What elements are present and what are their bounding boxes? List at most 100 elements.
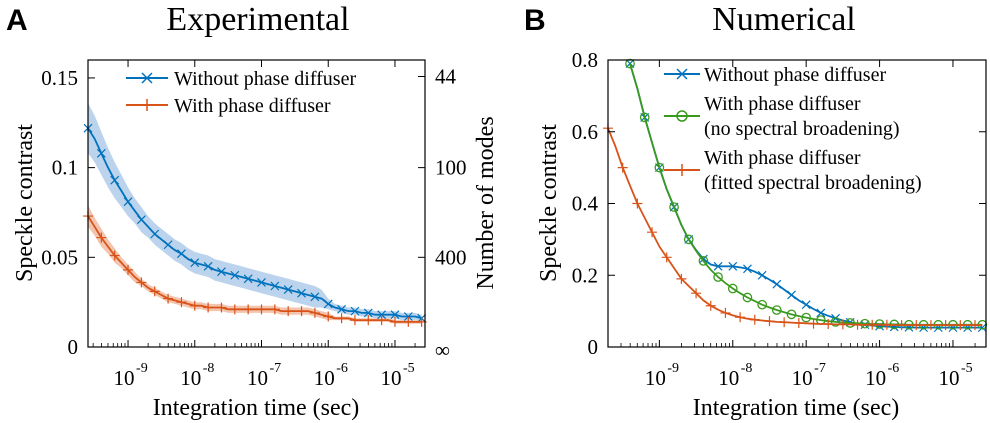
b-y-tick-label-3: 0.6 (572, 120, 598, 144)
panel-label-a: A (6, 4, 28, 37)
b-series-2-point-50 (969, 320, 980, 331)
a-y-tick-label-0: 0 (68, 335, 79, 359)
b-series-0-point-20 (772, 279, 782, 289)
a-series-0-point-34 (310, 292, 320, 302)
a-series-0-point-8 (136, 215, 146, 225)
b-series-2-point-40 (896, 320, 907, 331)
a-series-0-point-20 (217, 267, 226, 277)
b-series-1-point-24 (801, 312, 812, 323)
a-series-1-point-14 (176, 297, 187, 308)
a-series-0-point-46 (390, 310, 400, 320)
b-series-2-point-8 (661, 252, 672, 263)
a-legend-marker-plus (141, 99, 153, 111)
a-series-1-point-36 (323, 311, 334, 322)
a-x-tick-label-1: 10 (180, 366, 201, 390)
b-series-1-point-16 (742, 292, 753, 303)
a-series-0-point-22 (230, 270, 240, 280)
a-band-0 (88, 103, 422, 322)
b-series-0-point-26 (816, 308, 826, 318)
b-series-1-point-10 (698, 256, 709, 266)
b-series-2-point-44 (925, 320, 936, 331)
a-series-1-point-4 (109, 250, 120, 261)
a-series-0-point-24 (243, 274, 253, 284)
b-x-tick-label-0: 10 (645, 366, 666, 390)
b-series-0-point-14 (728, 261, 738, 271)
a-series-1-point-34 (309, 307, 320, 318)
b-series-2-point-30 (823, 319, 834, 330)
b-series-2-point-16 (720, 307, 731, 318)
a-series-0-point-32 (297, 288, 306, 298)
a-y-axis-label: Speckle contrast (12, 124, 38, 282)
b-series-1-point-4 (654, 162, 665, 173)
b-series-1-point-14 (727, 283, 738, 294)
b-series-1-point-32 (860, 318, 870, 329)
a-series-0-point-36 (323, 299, 333, 309)
b-series-2-point-14 (705, 300, 716, 311)
b-series-1-point-2 (639, 112, 650, 123)
b-series-lines (603, 58, 988, 333)
a-series-1-point-8 (136, 277, 147, 288)
b-series-0-point-24 (801, 300, 811, 310)
a-y-tick-label-1: 0.05 (41, 245, 78, 269)
a-series-1-point-48 (403, 316, 414, 327)
b-series-2-point-42 (911, 320, 922, 331)
a-x-axis-label: Integration time (sec) (153, 395, 360, 421)
b-series-1-point-22 (786, 309, 797, 320)
b-series-2-point-22 (764, 316, 775, 327)
b-series-1-point-0 (625, 58, 635, 69)
chart-title-a: Experimental (166, 1, 349, 38)
b-x-tick-exp-4: -5 (961, 361, 973, 376)
a-series-1-point-2 (96, 232, 107, 243)
a-x-tick-label-2: 10 (247, 366, 268, 390)
b-y-tick-label-4: 0.8 (572, 48, 598, 72)
b-series-1-point-18 (757, 299, 767, 310)
panel-a: A Experimental 10 -9 10 -8 10 -7 10 -6 10 -500.05… (6, 1, 499, 421)
b-legend-label-no-broadening-line1: With phase diffuser (704, 93, 861, 115)
b-series-1-point-30 (845, 318, 856, 328)
a-series-1-point-28 (269, 304, 280, 315)
b-x-tick-label-1: 10 (718, 366, 739, 390)
b-x-axis-label: Integration time (sec) (693, 395, 900, 421)
a-series-0-point-10 (150, 229, 160, 239)
b-series-2-point-20 (749, 314, 760, 325)
b-y-tick-label-1: 0.2 (572, 263, 598, 287)
a-series-1-point-44 (376, 315, 387, 326)
a-y2-tick-label-2: 400 (435, 245, 467, 269)
a-legend-marker-x (141, 72, 153, 84)
b-axis-ticks: 10 -9 10 -8 10 -7 10 -6 10 -500.20.40.60.8 (572, 48, 986, 390)
b-series-0-point-12 (713, 261, 723, 271)
a-x-tick-exp-4: -5 (403, 361, 415, 376)
a-series-1-point-12 (163, 293, 174, 304)
a-series-1-point-6 (123, 264, 134, 275)
a-legend: Without phase diffuser With phase diffus… (126, 68, 356, 117)
b-legend-label-no-broadening-line2: (no spectral broadening) (704, 118, 899, 140)
a-y2-tick-label-3: ∞ (435, 338, 450, 362)
a-series-1-point-18 (203, 302, 214, 313)
a-series-1-point-22 (229, 304, 240, 315)
b-series-2-point-28 (808, 318, 819, 329)
a-series-lines (83, 123, 427, 327)
a-x-tick-exp-2: -7 (270, 361, 282, 376)
b-series-1-point-6 (669, 202, 679, 212)
b-series-2-point-32 (837, 319, 848, 330)
b-series-2-point-6 (647, 227, 658, 238)
a-series-1-point-32 (296, 306, 307, 317)
b-series-2-point-36 (867, 319, 878, 330)
b-series-2-point-18 (735, 312, 746, 323)
b-legend-label-fitted-line2: (fitted spectral broadening) (704, 172, 922, 194)
a-y-tick-label-3: 0.15 (41, 66, 78, 90)
b-series-2-point-26 (793, 317, 804, 328)
a-series-1-point-20 (216, 302, 227, 313)
a-series-1-point-26 (256, 304, 267, 315)
b-series-2-point-48 (955, 320, 966, 331)
b-series-2-point-24 (779, 317, 790, 328)
a-series-0-point-38 (337, 304, 347, 314)
chart-title-b: Numerical (712, 1, 856, 38)
a-series-1-point-40 (349, 315, 360, 326)
a-series-0-point-40 (350, 306, 360, 316)
b-legend: Without phase diffuser With phase diffus… (664, 64, 922, 194)
a-series-0-point-12 (163, 240, 173, 250)
a-x-tick-exp-1: -8 (203, 361, 215, 376)
a-series-0-point-2 (96, 148, 106, 158)
